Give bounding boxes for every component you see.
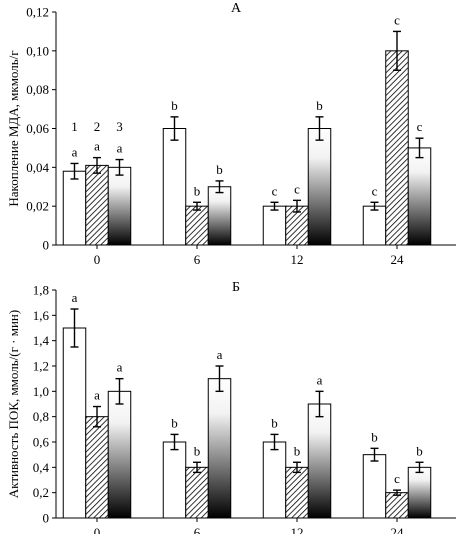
significance-letter: a — [72, 290, 78, 305]
significance-letter: b — [194, 443, 201, 458]
bar-series-1 — [62, 170, 87, 246]
significance-letter: c — [417, 119, 423, 134]
significance-letter: b — [371, 429, 378, 444]
bar-series-2 — [385, 492, 409, 519]
x-tick-label: 6 — [194, 525, 201, 534]
y-axis-label: Активность ПОК, ммоль/(г · мин) — [6, 310, 21, 498]
x-tick-label: 6 — [194, 252, 201, 267]
significance-letter: b — [171, 415, 178, 430]
bar-series-1 — [162, 441, 187, 519]
bar-series-1 — [262, 441, 287, 519]
y-tick-label: 0,2 — [33, 485, 49, 500]
series-number-label: 3 — [116, 119, 123, 134]
y-tick-label: 0,02 — [26, 199, 49, 214]
y-tick-label: 0 — [43, 238, 50, 253]
y-tick-label: 0,06 — [26, 121, 49, 136]
bar-series-3 — [207, 186, 232, 246]
chart-panel-1: 0 0,02 0,04 0,06 0,08 0,10 0,12 Накопление МДА,… — [6, 1, 456, 267]
significance-letter: a — [117, 360, 123, 375]
significance-letter: a — [94, 139, 100, 154]
bar-series-3 — [307, 128, 332, 246]
y-tick-label: 1,4 — [33, 333, 50, 348]
significance-letter: c — [394, 471, 400, 486]
panel-title: Б — [232, 280, 240, 295]
bar-series-2 — [385, 50, 409, 246]
significance-letter: c — [372, 183, 378, 198]
bar-series-2 — [85, 416, 109, 519]
significance-letter: a — [217, 347, 223, 362]
significance-letter: b — [294, 443, 301, 458]
y-tick-label: 0,12 — [26, 5, 49, 20]
y-tick-label: 0,8 — [33, 409, 49, 424]
bar-series-1 — [62, 327, 87, 519]
bar-series-3 — [207, 378, 232, 519]
significance-letter: b — [416, 443, 423, 458]
bar-series-1 — [362, 454, 387, 519]
significance-letter: b — [316, 98, 323, 113]
significance-letter: a — [94, 388, 100, 403]
bar-series-2 — [185, 205, 209, 246]
bar-series-3 — [107, 166, 132, 246]
x-tick-label: 0 — [94, 252, 101, 267]
bar-series-2 — [285, 466, 309, 519]
y-tick-label: 0,04 — [26, 160, 49, 175]
significance-letter: c — [294, 181, 300, 196]
y-tick-label: 1,0 — [33, 384, 49, 399]
significance-letter: b — [194, 183, 201, 198]
x-tick-label: 0 — [94, 525, 101, 534]
bar-series-1 — [162, 128, 187, 246]
significance-letter: a — [72, 144, 78, 159]
significance-letter: a — [117, 141, 123, 156]
panel-title: А — [231, 1, 242, 16]
y-tick-label: 0,08 — [26, 82, 49, 97]
bar-series-3 — [307, 403, 332, 519]
y-tick-label: 1,6 — [33, 308, 50, 323]
y-tick-label: 0,4 — [33, 460, 50, 475]
y-tick-label: 0 — [43, 511, 50, 526]
series-number-label: 1 — [71, 119, 78, 134]
bar-series-1 — [262, 205, 287, 246]
significance-letter: a — [317, 372, 323, 387]
bar-series-1 — [362, 205, 387, 246]
y-axis-label: Накопление МДА, мкмоль/г — [6, 50, 21, 206]
bar-series-3 — [407, 147, 432, 246]
x-tick-label: 12 — [291, 525, 304, 534]
y-tick-label: 1,8 — [33, 283, 49, 298]
significance-letter: b — [271, 415, 278, 430]
significance-letter: c — [272, 183, 278, 198]
significance-letter: b — [171, 98, 178, 113]
x-tick-label: 12 — [291, 252, 304, 267]
x-tick-label: 24 — [391, 252, 405, 267]
y-tick-label: 0,6 — [33, 435, 50, 450]
y-tick-label: 0,10 — [26, 43, 49, 58]
chart-panel-2: 0 0,2 0,4 0,6 0,8 1,0 1,2 1,4 1,6 1,8 Активность П… — [6, 280, 456, 534]
bar-series-2 — [85, 164, 109, 246]
significance-letter: b — [216, 162, 223, 177]
x-tick-label: 24 — [391, 525, 405, 534]
series-number-label: 2 — [94, 119, 101, 134]
bar-series-2 — [185, 466, 209, 519]
significance-letter: c — [394, 12, 400, 27]
bar-series-3 — [107, 390, 132, 519]
y-tick-label: 1,2 — [33, 359, 49, 374]
bar-series-3 — [407, 466, 432, 519]
